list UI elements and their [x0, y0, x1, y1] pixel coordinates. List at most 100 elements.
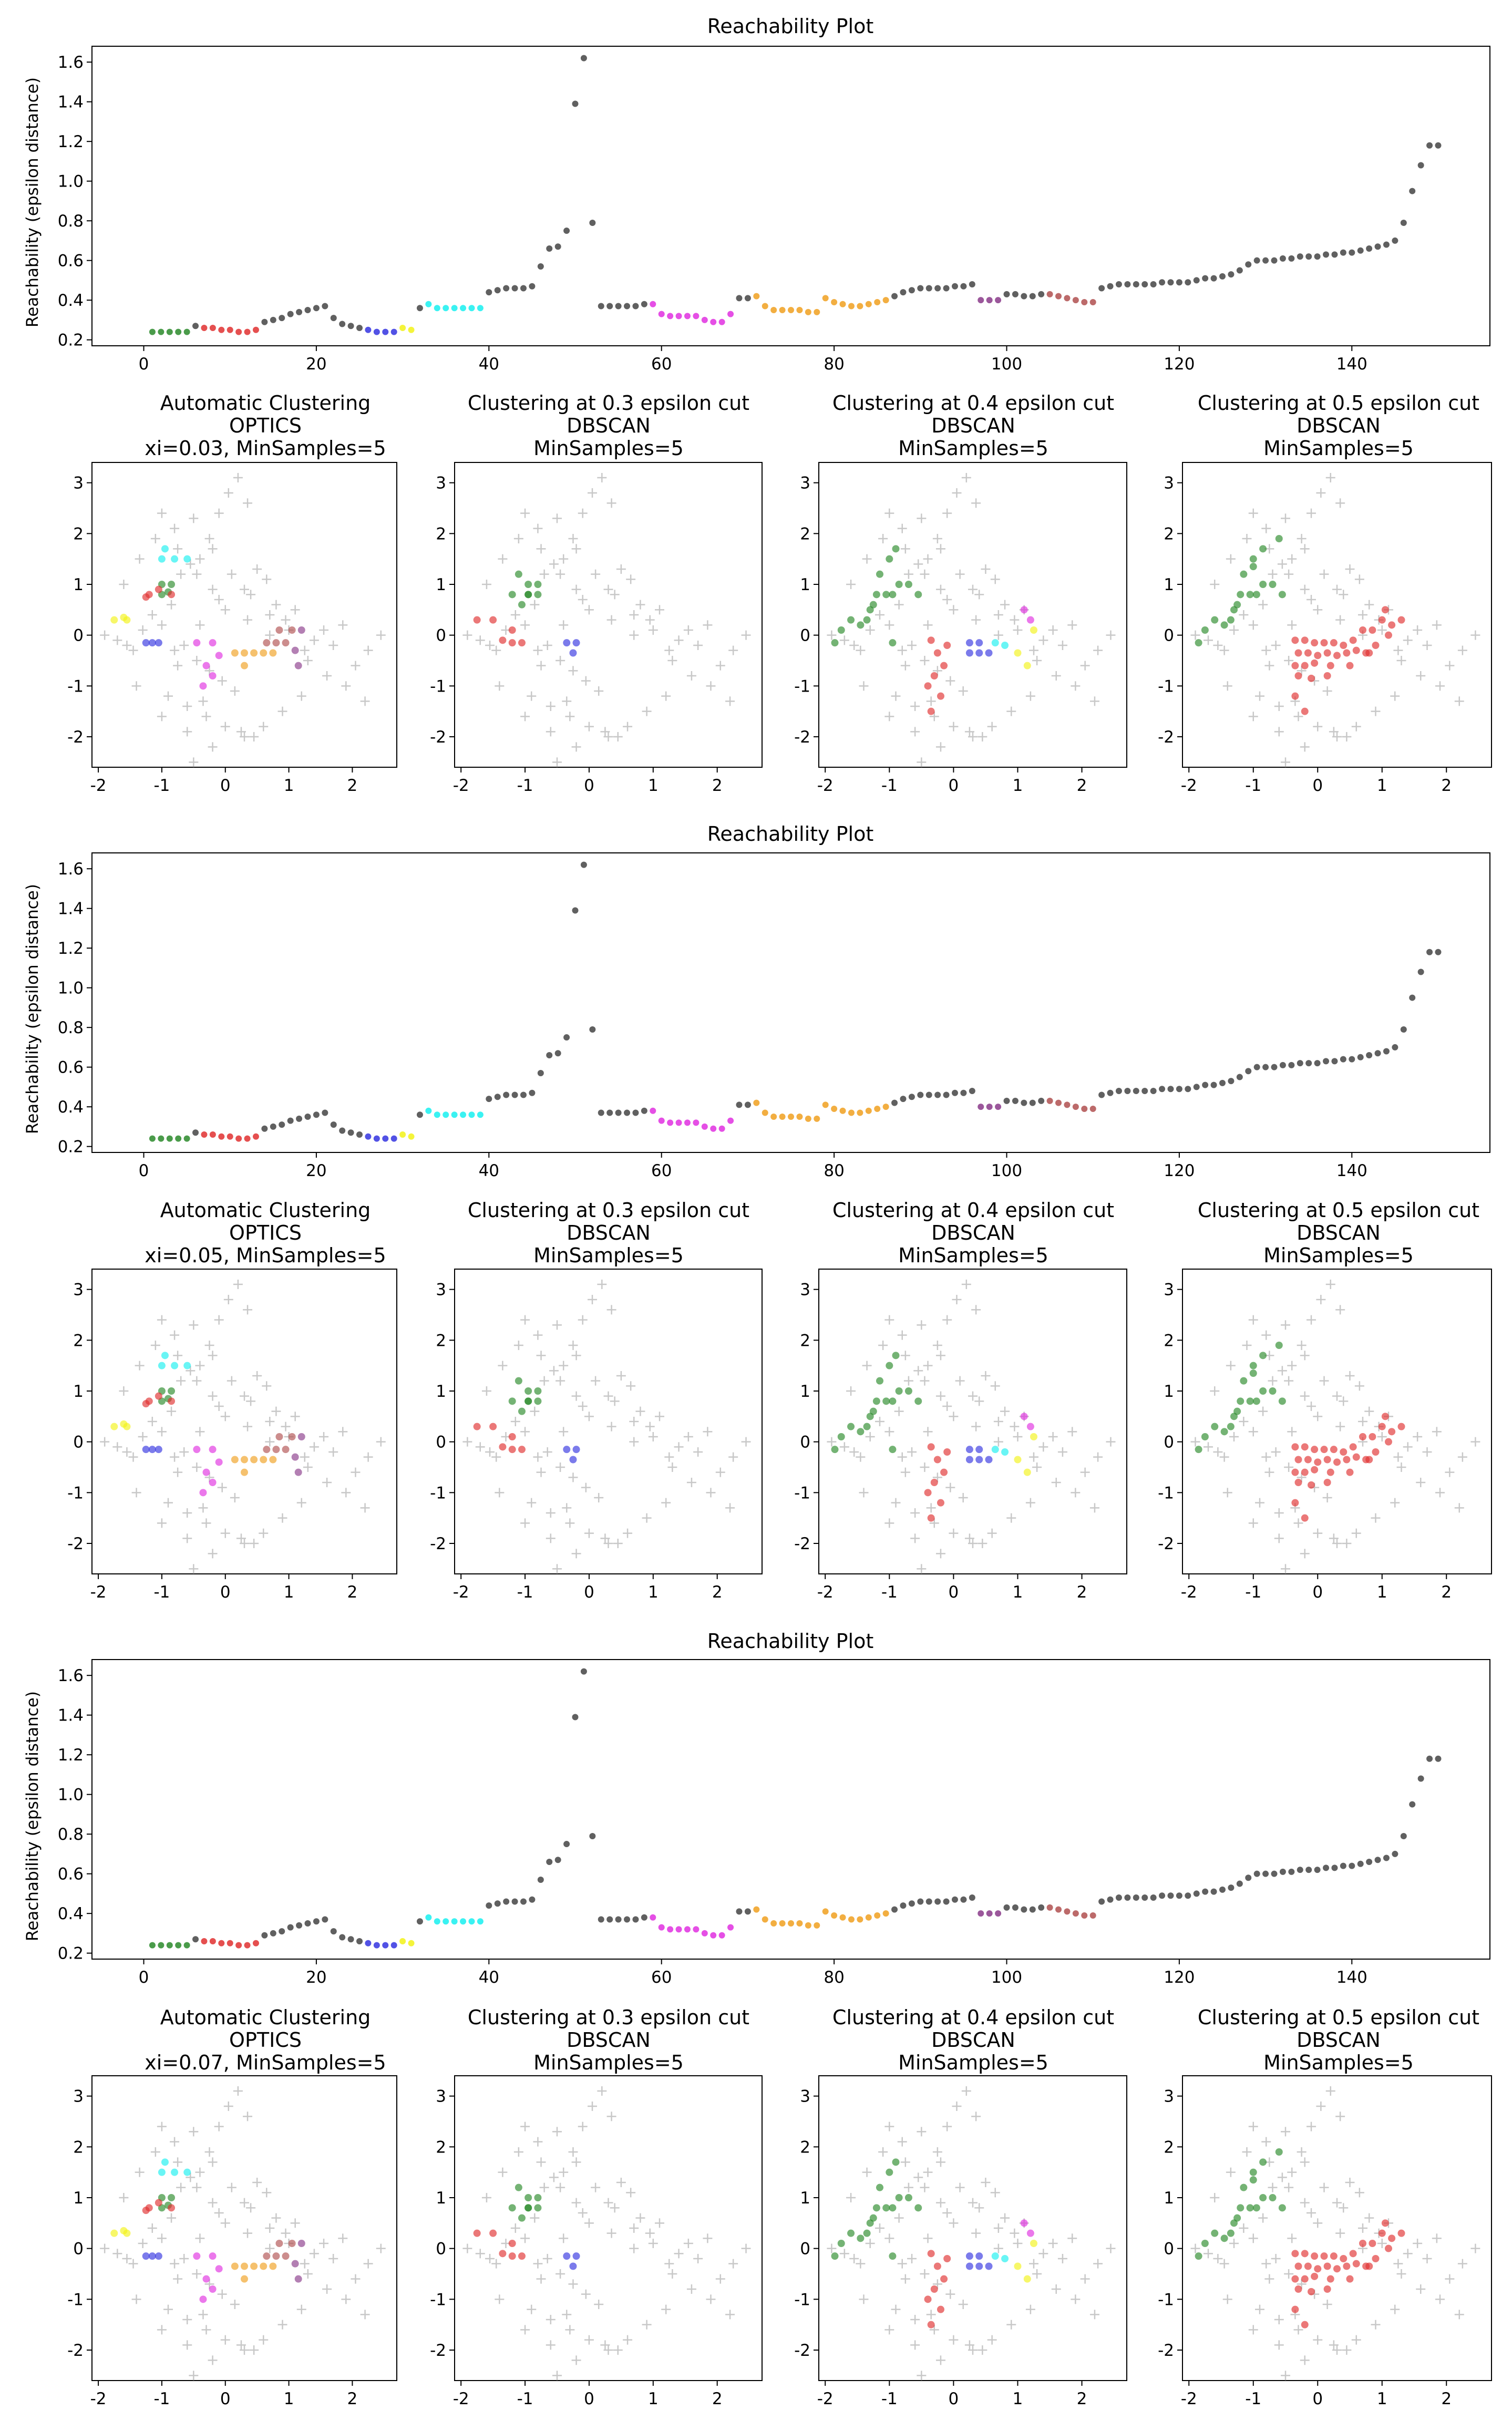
- reachability-point: [503, 285, 510, 292]
- cluster-point: [168, 1387, 176, 1395]
- cluster-point: [524, 2204, 532, 2212]
- cluster-point: [572, 639, 580, 647]
- cluster-point: [1346, 662, 1354, 669]
- reachability-cluster-point: [1055, 293, 1062, 300]
- x-tick-label: 0: [949, 776, 959, 795]
- reachability-cluster-point: [434, 305, 440, 312]
- reachability-point: [1133, 1087, 1139, 1094]
- reachability-point: [1305, 1867, 1312, 1873]
- cluster-point: [1323, 672, 1331, 679]
- reachability-cluster-point: [451, 1111, 458, 1118]
- cluster-point: [882, 2204, 890, 2212]
- reachability-point: [1150, 1894, 1157, 1901]
- cluster-point: [168, 591, 176, 599]
- x-tick-label: 1: [284, 776, 294, 795]
- cluster-point: [1030, 626, 1037, 634]
- x-tick-label: -1: [881, 2389, 898, 2408]
- reachability-point: [1193, 1084, 1200, 1090]
- y-tick-label: 1.0: [58, 1786, 84, 1805]
- reachability-cluster-point: [667, 313, 674, 320]
- reachability-cluster-point: [718, 1125, 725, 1132]
- x-tick-label: 1: [1377, 776, 1387, 795]
- cluster-point: [518, 1446, 526, 1454]
- scatter-frame: [454, 462, 763, 768]
- reachability-cluster-point: [710, 1932, 717, 1939]
- reachability-cluster-point: [443, 1111, 449, 1118]
- x-tick-label: -1: [153, 1583, 170, 1602]
- cluster-point: [933, 2262, 941, 2270]
- reachability-point: [951, 1896, 958, 1903]
- reachability-point: [1426, 142, 1433, 149]
- y-tick-label: -1: [794, 677, 810, 696]
- cluster-point: [1278, 1397, 1286, 1405]
- y-tick-label: -2: [430, 2341, 446, 2360]
- reachability-point: [339, 1934, 346, 1941]
- cluster-point: [927, 707, 935, 715]
- cluster-point: [930, 672, 938, 679]
- cluster-point: [1023, 1468, 1031, 1476]
- reachability-frame: [91, 1659, 1490, 1960]
- reachability-point: [537, 1070, 544, 1077]
- cluster-point: [563, 639, 571, 647]
- reachability-point: [736, 1908, 743, 1915]
- cluster-point: [142, 2252, 150, 2260]
- reachability-point: [641, 1914, 647, 1921]
- cluster-point: [930, 2285, 938, 2293]
- cluster-point: [1291, 2275, 1299, 2283]
- cluster-point: [1259, 1387, 1267, 1395]
- reachability-point: [1409, 994, 1416, 1001]
- cluster-point: [1349, 2250, 1357, 2258]
- reachability-cluster-point: [779, 1114, 786, 1120]
- cluster-point: [202, 2275, 210, 2283]
- cluster-point: [940, 2275, 948, 2283]
- scatter-title-eps04-3: MinSamples=5: [898, 437, 1048, 460]
- cluster-point: [508, 2204, 516, 2212]
- reachability-point: [891, 1906, 898, 1913]
- y-tick-label: 2: [800, 2138, 810, 2157]
- cluster-point: [473, 616, 481, 624]
- cluster-point: [1195, 2252, 1202, 2260]
- scatter-plot-2-4: -2 -1 0 1 2 -2 -1 0 1 2 3: [1158, 1269, 1492, 1602]
- x-tick-label: 0: [139, 355, 149, 374]
- reachability-cluster-point: [175, 328, 182, 335]
- cluster-point: [924, 2295, 932, 2303]
- reachability-cluster-point: [1055, 1099, 1062, 1106]
- reachability-point: [1107, 283, 1114, 290]
- reachability-point: [744, 295, 751, 302]
- reachability-point: [1228, 271, 1235, 278]
- cluster-point: [142, 1400, 150, 1408]
- reachability-point: [1115, 1087, 1122, 1094]
- scatter-frame: [1182, 1269, 1492, 1574]
- reachability-point: [339, 1127, 346, 1134]
- reachability-point: [1349, 1862, 1355, 1869]
- cluster-point: [168, 1397, 176, 1405]
- reachability-cluster-point: [158, 1135, 164, 1142]
- x-tick-label: 2: [1077, 776, 1087, 795]
- x-tick-label: 60: [651, 355, 672, 374]
- reachability-point: [908, 1900, 915, 1907]
- cluster-point: [231, 649, 239, 657]
- reachability-cluster-point: [1072, 297, 1079, 304]
- cluster-point: [1301, 1443, 1309, 1451]
- reachability-point: [494, 1900, 501, 1907]
- y-tick-label: 1.4: [58, 900, 84, 919]
- reachability-cluster-point: [675, 313, 682, 320]
- cluster-point: [155, 1446, 162, 1454]
- cluster-point: [1320, 1446, 1328, 1454]
- cluster-point: [260, 2262, 268, 2270]
- reachability-point: [1098, 1091, 1105, 1098]
- cluster-point: [1294, 2262, 1302, 2270]
- reachability-point: [1003, 1904, 1010, 1911]
- cluster-point: [1301, 636, 1309, 644]
- cluster-point: [1311, 1446, 1319, 1454]
- scatter-frame: [1182, 462, 1492, 768]
- reachability-cluster-point: [805, 1115, 811, 1122]
- cluster-point: [1269, 1387, 1277, 1395]
- reachability-point: [1417, 1775, 1424, 1782]
- reachability-point: [356, 1131, 363, 1138]
- scatter-title-eps03-3: MinSamples=5: [533, 437, 684, 460]
- y-tick-label: 0: [1164, 2240, 1174, 2259]
- y-tick-label: 0: [1164, 1433, 1174, 1452]
- x-tick-label: -2: [90, 1583, 107, 1602]
- cluster-point: [1388, 1428, 1396, 1436]
